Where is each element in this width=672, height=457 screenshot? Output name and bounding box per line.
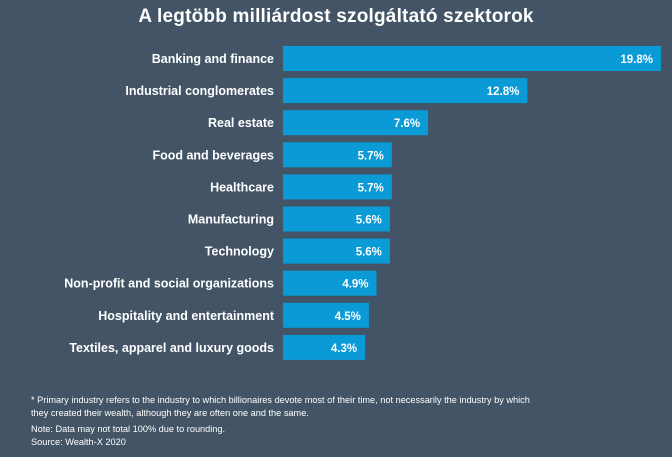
value-label: 4.5%	[335, 311, 361, 323]
footnote-note: Note: Data may not total 100% due to rou…	[31, 424, 226, 434]
bar	[283, 78, 528, 104]
category-label: Food and beverages	[152, 148, 274, 162]
bar	[283, 206, 390, 232]
category-label: Hospitality and entertainment	[98, 309, 275, 323]
category-label: Manufacturing	[188, 213, 274, 227]
chart-title: A legtöbb milliárdost szolgáltató szekto…	[138, 6, 534, 27]
category-label: Banking and finance	[152, 52, 274, 66]
bar	[283, 46, 661, 71]
footnote-primary-line2: they created their wealth, although they…	[31, 407, 309, 418]
value-label: 4.9%	[342, 279, 368, 291]
category-label: Technology	[205, 245, 274, 259]
bar	[283, 334, 366, 360]
value-label: 7.6%	[394, 118, 420, 130]
bar	[283, 270, 377, 296]
category-label: Industrial conglomerates	[125, 84, 274, 98]
category-label: Healthcare	[210, 180, 274, 194]
value-label: 5.6%	[356, 215, 382, 227]
value-label: 4.3%	[331, 343, 357, 355]
category-label: Non-profit and social organizations	[64, 277, 274, 291]
bar	[283, 110, 429, 136]
category-label: Textiles, apparel and luxury goods	[69, 341, 274, 355]
footnotes: * Primary industry refers to the industr…	[31, 394, 641, 448]
bar	[283, 142, 392, 168]
value-label: 5.7%	[358, 182, 384, 194]
value-label: 12.8%	[487, 86, 520, 98]
footnote-primary-line1: * Primary industry refers to the industr…	[31, 395, 530, 405]
value-label: 5.7%	[358, 150, 384, 162]
value-label: 5.6%	[356, 247, 382, 259]
bar	[283, 174, 392, 200]
category-label: Real estate	[208, 116, 274, 130]
bar	[283, 302, 369, 328]
value-label: 19.8%	[620, 54, 653, 66]
footnote-source: Source: Wealth-X 2020	[31, 436, 126, 447]
bar	[283, 238, 390, 264]
